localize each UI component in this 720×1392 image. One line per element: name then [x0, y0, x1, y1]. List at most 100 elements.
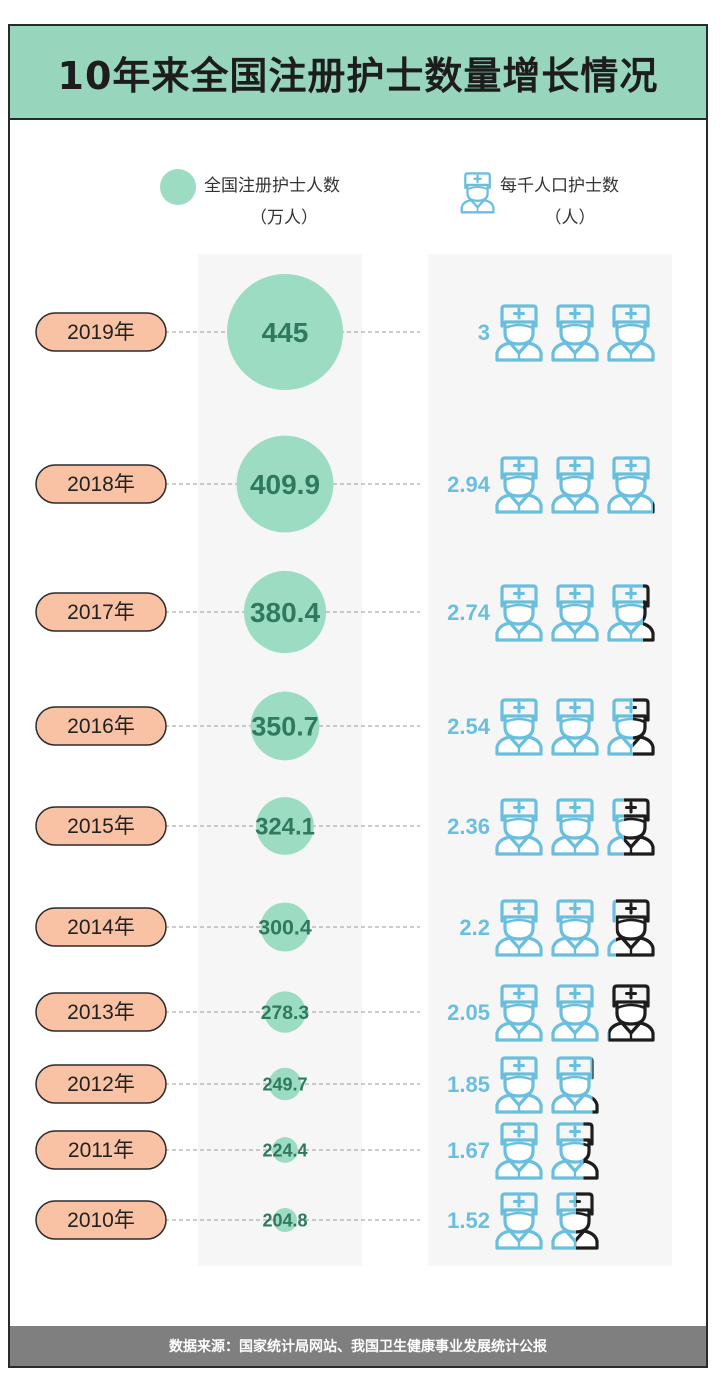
nurse-icon [607, 798, 655, 856]
ratio-value: 2.74 [447, 600, 491, 625]
nurse-count-value: 204.8 [262, 1210, 307, 1230]
nurse-glyph [551, 584, 599, 642]
nurse-glyph [551, 899, 599, 957]
year-label: 2015年 [67, 815, 135, 838]
ratio-value: 1.85 [447, 1072, 490, 1097]
year-label: 2012年 [67, 1073, 135, 1096]
nurse-glyph [551, 456, 599, 514]
year-pill [35, 907, 167, 947]
nurse-count-value: 380.4 [250, 597, 320, 628]
ratio-value: 2.2 [459, 915, 490, 940]
year-pill [35, 592, 167, 632]
ratio-value: 2.54 [447, 714, 491, 739]
chart-row: 2013年 278.3 2.05 [35, 984, 655, 1042]
bubble-column-bg [198, 254, 362, 1266]
nurse-count-value: 278.3 [261, 1002, 310, 1024]
year-label: 2016年 [67, 715, 135, 738]
legend-bubble-swatch [160, 169, 196, 205]
legend-ratio-unit: （人） [545, 208, 596, 228]
nurse-count-bubble [236, 435, 334, 533]
chart-row: 2014年 300.4 2.2 [35, 899, 655, 957]
chart-row: 2015年 324.1 2.36 [35, 797, 655, 856]
year-label: 2018年 [67, 473, 135, 496]
nurse-count-value: 224.4 [262, 1140, 307, 1160]
icon-column-bg [428, 254, 672, 1266]
nurse-count-bubble [256, 797, 314, 855]
page-title: 10年来全国注册护士数量增长情况 [57, 53, 659, 98]
chart-row: 2012年 249.7 1.85 [35, 1056, 599, 1114]
nurse-glyph [607, 304, 655, 362]
nurse-icon [551, 1056, 599, 1114]
nurse-icon [607, 899, 655, 957]
chart-row: 2017年 380.4 2.74 [35, 570, 655, 654]
chart-row: 2011年 224.4 1.67 [35, 1122, 599, 1180]
year-pill [35, 312, 167, 352]
legend: 全国注册护士人数 （万人） 每千人口护士数 （人） [160, 169, 619, 228]
year-pill [35, 1200, 167, 1240]
year-label: 2019年 [67, 321, 135, 344]
chart-row: 2016年 350.7 2.54 [35, 691, 655, 761]
nurse-icon [551, 304, 599, 362]
ratio-value: 1.52 [447, 1208, 490, 1233]
title-bar: 10年来全国注册护士数量增长情况 [10, 26, 706, 120]
nurse-count-value: 409.9 [250, 469, 320, 500]
ratio-value: 2.05 [447, 1000, 490, 1025]
source-footer: 数据来源：国家统计局网站、我国卫生健康事业发展统计公报 [10, 1326, 706, 1366]
ratio-value: 1.67 [447, 1138, 490, 1163]
year-pill [35, 992, 167, 1032]
nurse-count-value: 300.4 [258, 916, 312, 940]
nurse-count-bubble [273, 1208, 297, 1232]
nurse-icon [551, 798, 599, 856]
nurse-icon [551, 584, 599, 642]
nurse-icon [551, 456, 599, 514]
ratio-value: 2.36 [447, 814, 490, 839]
nurse-icon [551, 984, 599, 1042]
nurse-count-bubble [272, 1137, 298, 1163]
chart-row: 2018年 409.9 2.94 [35, 435, 655, 533]
nurse-glyph [551, 984, 599, 1042]
nurse-glyph-filled [551, 1056, 593, 1114]
year-label: 2013年 [67, 1001, 135, 1024]
ratio-value: 3 [478, 320, 490, 345]
nurse-icon [607, 584, 655, 642]
nurse-icon [551, 899, 599, 957]
year-pill [35, 806, 167, 846]
nurse-glyph-remainder [608, 984, 655, 1042]
nurse-glyph [551, 698, 599, 756]
nurse-icon [551, 1122, 599, 1180]
legend-nurses-label: 全国注册护士人数 [204, 176, 340, 196]
nurse-count-value: 324.1 [255, 814, 315, 841]
nurse-count-value: 249.7 [262, 1074, 307, 1094]
year-pill [35, 1130, 167, 1170]
year-label: 2017年 [67, 601, 135, 624]
source-text: 数据来源：国家统计局网站、我国卫生健康事业发展统计公报 [169, 1339, 547, 1355]
nurse-count-bubble [227, 274, 343, 390]
nurse-count-value: 445 [262, 317, 309, 348]
nurse-count-bubble [260, 902, 310, 952]
ratio-value: 2.94 [447, 472, 491, 497]
nurse-icon [551, 698, 599, 756]
nurse-count-bubble [268, 1067, 302, 1101]
nurse-glyph-filled [607, 456, 653, 514]
nurse-glyph [551, 304, 599, 362]
nurse-count-bubble [243, 570, 327, 654]
nurse-icon [551, 1192, 599, 1250]
nurse-count-value: 350.7 [251, 712, 318, 742]
year-label: 2014年 [67, 916, 135, 939]
year-pill [35, 464, 167, 504]
legend-nurses-unit: （万人） [250, 208, 318, 228]
year-pill [35, 706, 167, 746]
year-label: 2010年 [67, 1209, 135, 1232]
legend-ratio-label: 每千人口护士数 [500, 176, 619, 196]
nurse-glyph [551, 798, 599, 856]
nurse-count-bubble [250, 691, 320, 761]
nurse-count-bubble [264, 991, 306, 1033]
nurse-icon [607, 456, 655, 514]
nurse-icon [607, 984, 655, 1042]
year-pill [35, 1064, 167, 1104]
chart-row: 2010年 204.8 1.52 [35, 1192, 599, 1250]
year-label: 2011年 [68, 1139, 134, 1162]
legend-nurse-icon [460, 172, 495, 214]
